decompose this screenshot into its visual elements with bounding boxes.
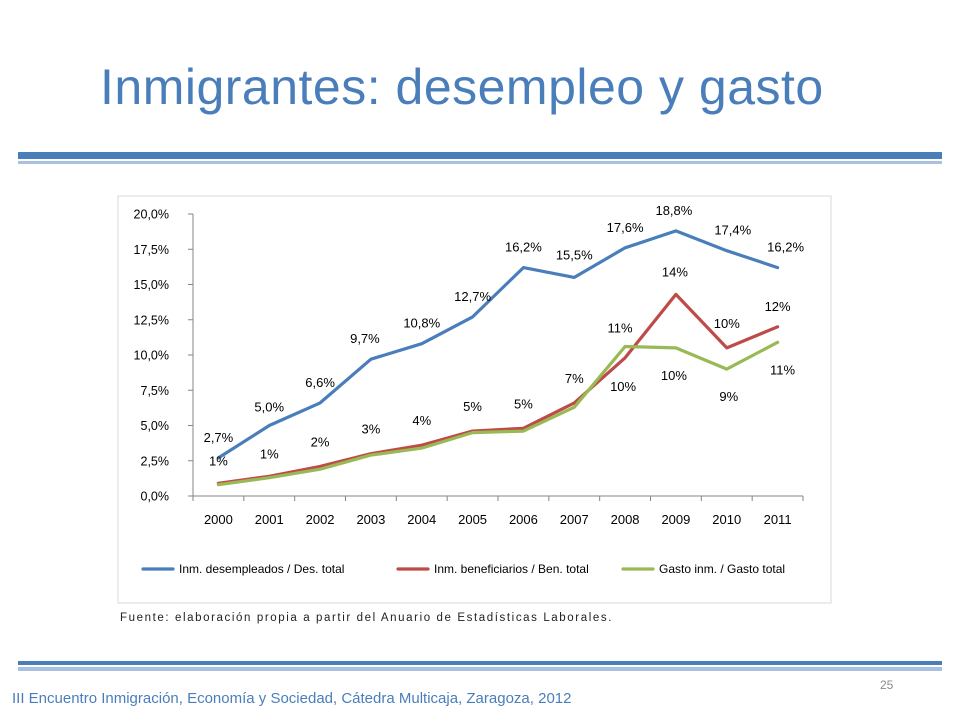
- legend-label-2: Inm. beneficiarios / Ben. total: [434, 562, 589, 576]
- data-label-series-2: 10%: [714, 316, 740, 331]
- data-label-series-2: 10%: [610, 379, 636, 394]
- data-label-series-3: 10%: [661, 368, 687, 383]
- bottom-divider: [18, 661, 942, 671]
- x-tick-label: 2002: [306, 512, 335, 527]
- data-label-series-1: 16,2%: [767, 240, 804, 255]
- data-label-series-3: 9%: [719, 389, 738, 404]
- y-tick-label: 15,0%: [134, 278, 169, 292]
- slide-title: Inmigrantes: desempleo y gasto: [100, 59, 824, 115]
- data-label-series-1: 18,8%: [655, 203, 692, 218]
- x-tick-label: 2003: [356, 512, 385, 527]
- legend-label-3: Gasto inm. / Gasto total: [659, 562, 785, 576]
- x-tick-label: 2000: [204, 512, 233, 527]
- y-tick-label: 12,5%: [134, 313, 169, 327]
- top-divider: [18, 152, 942, 164]
- data-label-series-2: 1%: [209, 453, 228, 468]
- source-note: Fuente: elaboración propia a partir del …: [120, 612, 614, 624]
- data-label-series-1: 16,2%: [505, 240, 542, 255]
- y-tick-label: 0,0%: [141, 490, 170, 504]
- series-line-1: [216, 229, 780, 460]
- data-label-series-2: 5%: [463, 399, 482, 414]
- x-tick-label: 2011: [764, 512, 792, 527]
- y-tick-label: 10,0%: [134, 349, 169, 363]
- data-label-series-3: 11%: [608, 321, 633, 336]
- data-label-series-2: 14%: [662, 264, 688, 279]
- data-label-series-2: 5%: [514, 396, 533, 411]
- y-tick-label: 2,5%: [141, 454, 170, 468]
- x-tick-label: 2010: [712, 512, 741, 527]
- data-label-series-1: 2,7%: [204, 430, 234, 445]
- x-tick-label: 2005: [458, 512, 487, 527]
- data-label-series-1: 15,5%: [556, 247, 593, 262]
- y-tick-label: 5,0%: [141, 419, 170, 433]
- data-label-series-1: 12,7%: [454, 289, 491, 304]
- page-number: 25: [880, 678, 894, 692]
- data-label-series-1: 9,7%: [350, 331, 380, 346]
- chart-frame: [117, 195, 832, 604]
- data-label-series-3: 11%: [770, 362, 795, 377]
- footer-text: III Encuentro Inmigración, Economía y So…: [12, 690, 572, 707]
- x-tick-label: 2008: [611, 512, 640, 527]
- y-tick-label: 17,5%: [134, 243, 169, 257]
- x-tick-label: 2007: [560, 512, 589, 527]
- data-label-series-2: 7%: [565, 371, 584, 386]
- data-label-series-1: 17,6%: [607, 220, 644, 235]
- data-label-series-1: 5,0%: [254, 400, 284, 415]
- x-tick-label: 2006: [509, 512, 538, 527]
- data-label-series-2: 3%: [362, 422, 381, 437]
- y-tick-label: 20,0%: [134, 208, 169, 222]
- data-label-series-1: 10,8%: [403, 316, 440, 331]
- data-label-series-2: 2%: [311, 434, 330, 449]
- data-label-series-1: 17,4%: [714, 223, 751, 238]
- data-label-series-1: 6,6%: [305, 375, 335, 390]
- legend-label-1: Inm. desempleados / Des. total: [179, 562, 344, 576]
- x-tick-label: 2009: [661, 512, 690, 527]
- y-tick-label: 7,5%: [141, 384, 170, 398]
- x-tick-label: 2004: [407, 512, 436, 527]
- series-line-3: [216, 340, 780, 487]
- series-line-2: [216, 292, 780, 485]
- data-label-series-2: 12%: [765, 299, 791, 314]
- data-label-series-2: 4%: [412, 413, 431, 428]
- data-label-series-2: 1%: [260, 446, 279, 461]
- x-tick-label: 2001: [255, 512, 284, 527]
